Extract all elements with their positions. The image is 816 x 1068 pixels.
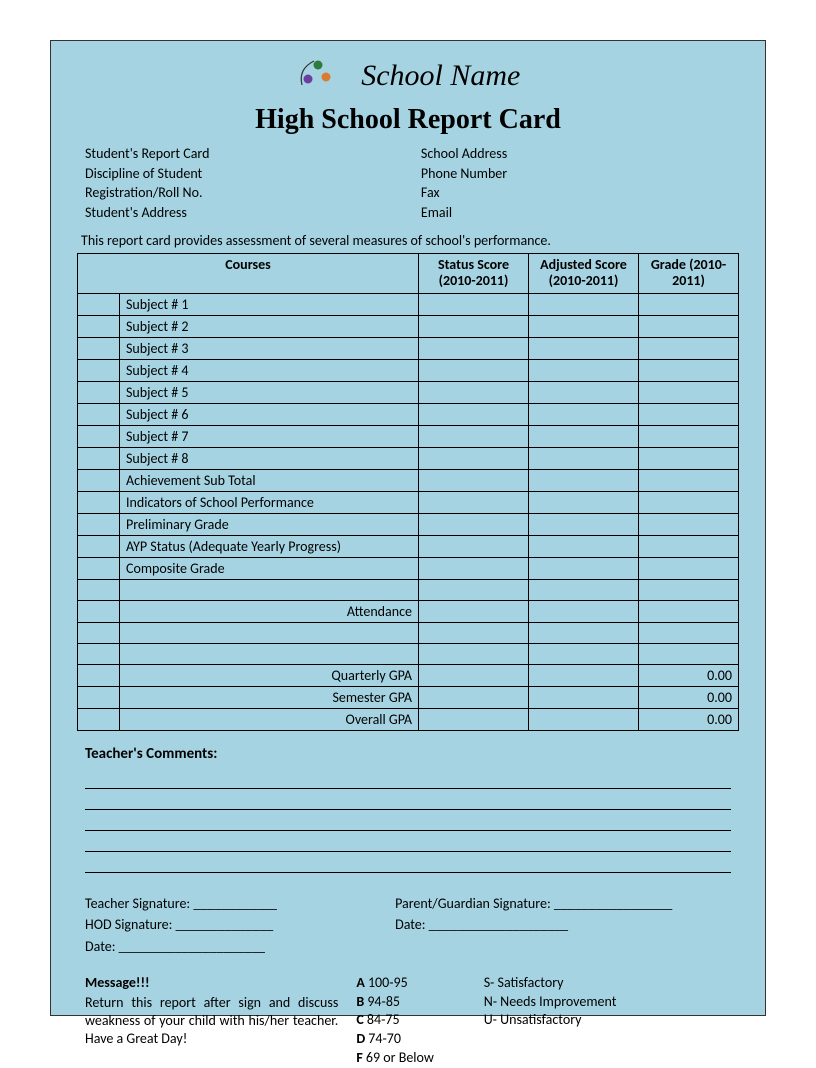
info-line: Fax: [421, 183, 731, 203]
table-row: Subject # 8: [78, 447, 739, 469]
comments-section: Teacher's Comments:: [77, 745, 739, 873]
signatures-row: Teacher Signature: ____________ HOD Sign…: [77, 893, 739, 958]
comment-line: [85, 771, 731, 789]
summary-cell: Indicators of School Performance: [120, 491, 419, 513]
attendance-label: Attendance: [120, 600, 419, 622]
date-line: Date: _____________________: [85, 936, 395, 958]
table-row: Achievement Sub Total: [78, 469, 739, 491]
legend-item: N- Needs Improvement: [484, 993, 731, 1012]
subject-cell: Subject # 6: [120, 403, 419, 425]
info-columns: Student's Report Card Discipline of Stud…: [77, 144, 739, 222]
blank-row: [78, 579, 739, 600]
legend-descriptors: S- SatisfactoryN- Needs ImprovementU- Un…: [484, 974, 731, 1068]
info-line: Discipline of Student: [85, 164, 421, 184]
legend-item: U- Unsatisfactory: [484, 1011, 731, 1030]
bottom-row: Message!!! Return this report after sign…: [77, 974, 739, 1068]
gpa-row: Quarterly GPA 0.00: [78, 664, 739, 686]
comment-line: [85, 792, 731, 810]
gpa-row: Semester GPA 0.00: [78, 686, 739, 708]
legend-item: S- Satisfactory: [484, 974, 731, 993]
legend-item: D 74-70: [356, 1030, 483, 1049]
table-row: Composite Grade: [78, 557, 739, 579]
parent-signature: Parent/Guardian Signature: _____________…: [395, 893, 731, 915]
summary-cell: Achievement Sub Total: [120, 469, 419, 491]
table-row: Subject # 3: [78, 337, 739, 359]
blank-row: [78, 643, 739, 664]
table-row: Subject # 4: [78, 359, 739, 381]
info-line: Email: [421, 203, 731, 223]
gpa-label: Quarterly GPA: [120, 664, 419, 686]
attendance-row: Attendance: [78, 600, 739, 622]
table-row: Indicators of School Performance: [78, 491, 739, 513]
th-status-score: Status Score (2010-2011): [419, 254, 529, 293]
subject-cell: Subject # 2: [120, 315, 419, 337]
subject-cell: Subject # 1: [120, 293, 419, 315]
table-row: Subject # 6: [78, 403, 739, 425]
th-grade: Grade (2010-2011): [639, 254, 739, 293]
intro-text: This report card provides assessment of …: [77, 232, 739, 249]
info-line: Registration/Roll No.: [85, 183, 421, 203]
gpa-value: 0.00: [639, 708, 739, 730]
grades-table: Courses Status Score (2010-2011) Adjuste…: [77, 253, 739, 730]
subject-cell: Subject # 8: [120, 447, 419, 469]
page-title: High School Report Card: [77, 104, 739, 136]
th-adjusted-score: Adjusted Score (2010-2011): [529, 254, 639, 293]
summary-cell: Composite Grade: [120, 557, 419, 579]
message-body: Return this report after sign and discus…: [85, 994, 338, 1049]
table-row: Subject # 1: [78, 293, 739, 315]
subject-cell: Subject # 4: [120, 359, 419, 381]
table-row: Preliminary Grade: [78, 513, 739, 535]
table-row: Subject # 5: [78, 381, 739, 403]
comments-title: Teacher's Comments:: [85, 745, 731, 763]
table-row: Subject # 7: [78, 425, 739, 447]
info-line: Student's Address: [85, 203, 421, 223]
legend-item: A 100-95: [356, 974, 483, 993]
message-title: Message!!!: [85, 974, 338, 992]
gpa-row: Overall GPA 0.00: [78, 708, 739, 730]
legend-item: B 94-85: [356, 993, 483, 1012]
comment-line: [85, 813, 731, 831]
teacher-signature: Teacher Signature: ____________: [85, 893, 395, 915]
info-line: Phone Number: [421, 164, 731, 184]
report-card: School Name High School Report Card Stud…: [50, 40, 766, 1016]
legend-item: F 69 or Below: [356, 1049, 483, 1068]
comment-line: [85, 834, 731, 852]
gpa-label: Overall GPA: [120, 708, 419, 730]
date-line: Date: ____________________: [395, 914, 731, 936]
subject-cell: Subject # 3: [120, 337, 419, 359]
signatures-left: Teacher Signature: ____________ HOD Sign…: [85, 893, 395, 958]
info-line: Student's Report Card: [85, 144, 421, 164]
info-line: School Address: [421, 144, 731, 164]
table-header-row: Courses Status Score (2010-2011) Adjuste…: [78, 254, 739, 293]
gpa-value: 0.00: [639, 664, 739, 686]
subject-cell: Subject # 5: [120, 381, 419, 403]
summary-cell: AYP Status (Adequate Yearly Progress): [120, 535, 419, 557]
school-logo-icon: [296, 55, 340, 96]
subject-cell: Subject # 7: [120, 425, 419, 447]
blank-row: [78, 622, 739, 643]
legend-grades: A 100-95B 94-85C 84-75D 74-70F 69 or Bel…: [356, 974, 483, 1068]
table-row: Subject # 2: [78, 315, 739, 337]
student-info-left: Student's Report Card Discipline of Stud…: [85, 144, 421, 222]
hod-signature: HOD Signature: ______________: [85, 914, 395, 936]
grade-legend: A 100-95B 94-85C 84-75D 74-70F 69 or Bel…: [356, 974, 731, 1068]
legend-item: C 84-75: [356, 1011, 483, 1030]
summary-cell: Preliminary Grade: [120, 513, 419, 535]
th-courses: Courses: [78, 254, 419, 293]
comment-line: [85, 855, 731, 873]
header-row: School Name: [77, 55, 739, 96]
school-name: School Name: [361, 59, 520, 92]
gpa-value: 0.00: [639, 686, 739, 708]
school-info-right: School Address Phone Number Fax Email: [421, 144, 731, 222]
message-block: Message!!! Return this report after sign…: [85, 974, 356, 1068]
signatures-right: Parent/Guardian Signature: _____________…: [395, 893, 731, 958]
table-row: AYP Status (Adequate Yearly Progress): [78, 535, 739, 557]
gpa-label: Semester GPA: [120, 686, 419, 708]
